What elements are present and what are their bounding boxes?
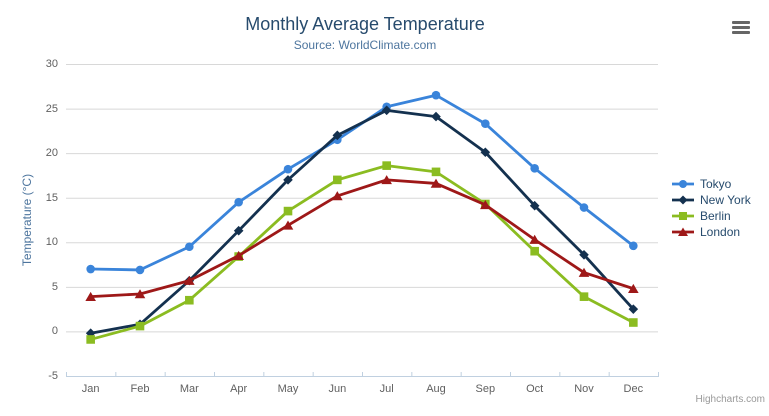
diamond-marker-icon[interactable] [332, 130, 343, 141]
circle-marker-icon[interactable] [135, 265, 145, 275]
london-line [89, 178, 635, 299]
triangle-marker-icon[interactable] [628, 283, 639, 293]
x-axis-tick-label: Jan [81, 383, 100, 395]
triangle-marker-icon[interactable] [381, 175, 392, 185]
y-axis-title: Temperature (°C) [20, 173, 34, 267]
series-london[interactable] [85, 175, 639, 301]
square-marker-icon[interactable] [185, 295, 194, 305]
legend-item-berlin[interactable]: Berlin [671, 208, 751, 224]
circle-marker-icon[interactable] [679, 180, 687, 188]
x-axis-tick-label: Mar [179, 383, 199, 395]
y-axis-tick-label: 15 [45, 191, 58, 204]
x-axis-tick-label: Jul [379, 383, 394, 395]
series-new-york[interactable] [85, 105, 639, 339]
square-marker-icon[interactable] [283, 206, 293, 216]
series-berlin[interactable] [86, 161, 638, 344]
x-axis-tick-label: Nov [574, 383, 594, 395]
x-axis-tick-label: Apr [230, 383, 248, 395]
y-axis-tick-label: 30 [45, 58, 58, 70]
circle-marker-icon[interactable] [283, 164, 293, 174]
y-axis-tick-label: 0 [51, 325, 58, 338]
legend-item-london[interactable]: London [671, 224, 751, 240]
triangle-marker-icon[interactable] [678, 227, 688, 237]
chart-subtitle: Source: WorldClimate.com [293, 38, 437, 52]
legend-item-label: Tokyo [700, 177, 732, 191]
triangle-marker-icon[interactable] [430, 178, 442, 188]
diamond-marker-icon[interactable] [381, 105, 392, 116]
triangle-marker-icon[interactable] [85, 291, 96, 301]
diamond-marker-icon[interactable] [233, 225, 244, 236]
x-axis-tick-label: Feb [130, 383, 150, 395]
triangle-marker-icon[interactable] [480, 200, 491, 210]
circle-marker-icon[interactable] [86, 264, 95, 274]
square-marker-icon[interactable] [431, 167, 441, 177]
x-axis-tick-label: Oct [526, 383, 544, 395]
circle-marker-icon[interactable] [234, 197, 243, 207]
y-axis-tick-label: -5 [48, 370, 58, 382]
highcharts-credit[interactable]: Highcharts.com [695, 394, 765, 405]
square-marker-icon[interactable] [579, 292, 589, 301]
london-legend-marker-icon [672, 227, 694, 237]
y-axis-tick-label: 5 [51, 280, 58, 293]
square-marker-icon[interactable] [86, 335, 95, 344]
new-york-line [89, 108, 635, 335]
square-marker-icon[interactable] [629, 318, 638, 327]
square-marker-icon[interactable] [530, 246, 539, 256]
square-marker-icon[interactable] [382, 161, 391, 170]
legend-item-tokyo[interactable]: Tokyo [671, 176, 751, 192]
triangle-marker-icon[interactable] [134, 289, 146, 299]
diamond-marker-icon[interactable] [678, 195, 688, 205]
diamond-marker-icon[interactable] [480, 147, 491, 158]
new-york-legend-marker-icon [672, 195, 694, 205]
square-marker-icon[interactable] [135, 321, 145, 331]
berlin-legend-marker-icon [672, 212, 694, 220]
triangle-marker-icon[interactable] [332, 191, 343, 201]
legend-item-label: Berlin [700, 209, 731, 223]
legend: Tokyo New York Berlin London [671, 176, 751, 240]
circle-marker-icon[interactable] [629, 241, 638, 251]
triangle-marker-icon[interactable] [184, 275, 195, 285]
y-axis-tick-label: 20 [45, 147, 58, 160]
x-axis-tick-label: May [277, 383, 299, 395]
diamond-marker-icon[interactable] [283, 175, 293, 185]
legend-item-label: London [700, 225, 741, 239]
circle-marker-icon[interactable] [579, 203, 589, 212]
circle-marker-icon[interactable] [530, 163, 539, 173]
legend-item-new-york[interactable]: New York [671, 192, 751, 208]
diamond-marker-icon[interactable] [579, 249, 589, 260]
y-axis-tick-label: 10 [45, 236, 58, 249]
square-marker-icon[interactable] [679, 212, 687, 220]
square-marker-icon[interactable] [333, 175, 342, 185]
triangle-marker-icon[interactable] [578, 267, 590, 277]
y-axis-tick-label: 25 [45, 102, 58, 115]
diamond-marker-icon[interactable] [628, 304, 639, 314]
circle-marker-icon[interactable] [185, 242, 194, 252]
x-axis-tick-label: Aug [426, 383, 446, 395]
x-axis-tick-label: Sep [475, 383, 496, 395]
triangle-marker-icon[interactable] [233, 250, 244, 260]
triangle-marker-icon[interactable] [529, 234, 540, 244]
circle-marker-icon[interactable] [431, 90, 441, 100]
circle-marker-icon[interactable] [481, 119, 490, 129]
chart-title: Monthly Average Temperature [245, 14, 485, 34]
tokyo-legend-marker-icon [672, 180, 694, 188]
berlin-line [89, 164, 635, 341]
legend-item-label: New York [700, 193, 751, 207]
series-tokyo[interactable] [86, 90, 638, 275]
diamond-marker-icon[interactable] [431, 111, 441, 122]
x-axis-tick-label: Jun [328, 383, 347, 395]
triangle-marker-icon[interactable] [282, 220, 294, 230]
diamond-marker-icon[interactable] [529, 200, 540, 211]
x-axis-tick-label: Dec [623, 383, 644, 395]
hamburger-menu-icon[interactable] [732, 21, 750, 34]
